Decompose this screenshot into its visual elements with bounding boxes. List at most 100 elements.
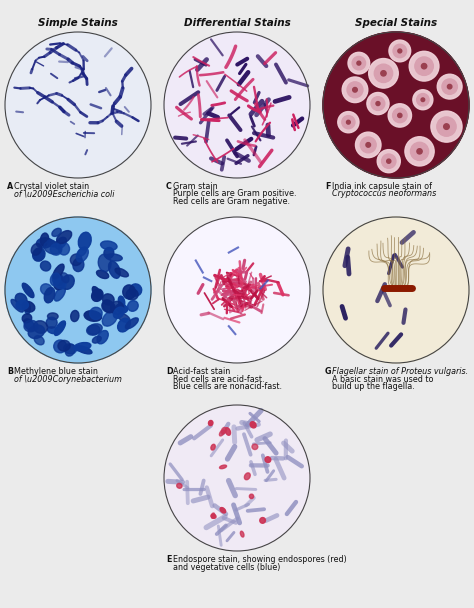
Ellipse shape	[24, 319, 35, 331]
Ellipse shape	[58, 243, 70, 255]
Ellipse shape	[47, 327, 58, 334]
Ellipse shape	[34, 336, 44, 345]
Text: Special Stains: Special Stains	[355, 18, 437, 28]
Circle shape	[437, 117, 456, 136]
Ellipse shape	[40, 261, 51, 271]
Text: Crystal violet stain: Crystal violet stain	[14, 182, 89, 191]
Ellipse shape	[102, 294, 114, 305]
Circle shape	[369, 58, 398, 88]
Ellipse shape	[211, 513, 215, 518]
Ellipse shape	[118, 296, 125, 307]
Text: Differential Stains: Differential Stains	[183, 18, 291, 28]
Ellipse shape	[11, 299, 23, 312]
Ellipse shape	[47, 240, 56, 247]
Ellipse shape	[71, 311, 79, 322]
Ellipse shape	[102, 300, 114, 313]
Circle shape	[409, 51, 439, 81]
Ellipse shape	[84, 311, 101, 321]
Circle shape	[381, 71, 386, 76]
Text: Cryptococcus neoformans: Cryptococcus neoformans	[332, 190, 436, 198]
Ellipse shape	[31, 244, 42, 255]
Ellipse shape	[36, 238, 53, 248]
Ellipse shape	[177, 483, 182, 488]
Text: Purple cells are Gram positive.: Purple cells are Gram positive.	[173, 190, 297, 198]
Ellipse shape	[16, 300, 28, 309]
Ellipse shape	[22, 302, 35, 312]
Text: build up the flagella.: build up the flagella.	[332, 382, 415, 391]
Ellipse shape	[220, 508, 226, 513]
Circle shape	[342, 116, 355, 129]
Circle shape	[164, 217, 310, 363]
Text: G: G	[325, 367, 331, 376]
Ellipse shape	[61, 275, 74, 289]
Text: C: C	[166, 182, 172, 191]
Ellipse shape	[92, 286, 101, 299]
Text: Flagellar stain of Proteus vulgaris.: Flagellar stain of Proteus vulgaris.	[332, 367, 468, 376]
Ellipse shape	[128, 301, 138, 311]
Ellipse shape	[116, 304, 128, 313]
Ellipse shape	[90, 307, 102, 319]
Ellipse shape	[92, 336, 101, 343]
Ellipse shape	[91, 289, 103, 302]
Ellipse shape	[245, 473, 250, 480]
Circle shape	[352, 57, 365, 70]
Ellipse shape	[41, 284, 52, 295]
Circle shape	[367, 92, 389, 115]
Ellipse shape	[126, 289, 138, 300]
Circle shape	[382, 154, 396, 168]
Text: A basic stain was used to: A basic stain was used to	[332, 375, 434, 384]
Ellipse shape	[54, 340, 67, 353]
Circle shape	[323, 217, 469, 363]
Circle shape	[360, 137, 376, 153]
Ellipse shape	[265, 457, 271, 463]
Circle shape	[5, 217, 151, 363]
Circle shape	[415, 57, 433, 75]
Circle shape	[164, 32, 310, 178]
Ellipse shape	[54, 278, 65, 289]
Ellipse shape	[58, 340, 70, 351]
Text: and vegetative cells (blue): and vegetative cells (blue)	[173, 562, 281, 572]
Text: Red cells are Gram negative.: Red cells are Gram negative.	[173, 197, 290, 206]
Ellipse shape	[22, 314, 32, 323]
Ellipse shape	[70, 254, 82, 266]
Ellipse shape	[34, 320, 47, 333]
Circle shape	[437, 74, 462, 99]
Ellipse shape	[78, 232, 91, 250]
Ellipse shape	[44, 241, 62, 254]
Text: of \u2009Corynebacterium: of \u2009Corynebacterium	[14, 375, 122, 384]
Ellipse shape	[75, 346, 92, 354]
Circle shape	[444, 124, 449, 130]
Circle shape	[417, 149, 422, 154]
Circle shape	[164, 32, 310, 178]
Ellipse shape	[33, 248, 45, 261]
Circle shape	[347, 82, 363, 98]
Ellipse shape	[64, 344, 76, 354]
Ellipse shape	[47, 313, 58, 320]
Circle shape	[357, 61, 361, 65]
Text: Blue cells are nonacid-fast.: Blue cells are nonacid-fast.	[173, 382, 282, 391]
Ellipse shape	[87, 325, 100, 335]
Ellipse shape	[55, 287, 65, 301]
Circle shape	[387, 159, 391, 164]
Circle shape	[338, 112, 359, 133]
Text: Methylene blue stain: Methylene blue stain	[14, 367, 98, 376]
Circle shape	[389, 40, 410, 62]
Ellipse shape	[76, 247, 88, 262]
Circle shape	[346, 120, 350, 124]
Ellipse shape	[118, 318, 130, 332]
Circle shape	[366, 143, 371, 147]
Ellipse shape	[55, 237, 66, 249]
Ellipse shape	[209, 421, 213, 426]
Text: B: B	[7, 367, 13, 376]
Ellipse shape	[219, 465, 227, 469]
Circle shape	[356, 132, 381, 157]
Ellipse shape	[22, 283, 34, 298]
Ellipse shape	[260, 517, 265, 523]
Ellipse shape	[98, 254, 111, 272]
Ellipse shape	[50, 244, 62, 255]
Ellipse shape	[102, 301, 115, 313]
Ellipse shape	[52, 229, 61, 237]
Ellipse shape	[225, 427, 230, 435]
Text: E: E	[166, 555, 172, 564]
Ellipse shape	[123, 285, 136, 299]
